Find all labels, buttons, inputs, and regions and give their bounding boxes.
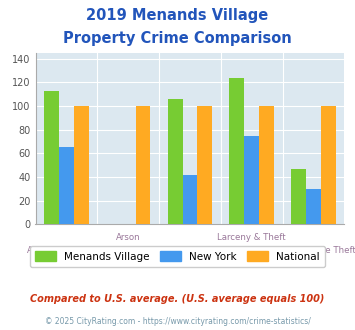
Bar: [59, 148, 74, 224]
Text: All Property Crime: All Property Crime: [27, 246, 105, 255]
Bar: [182, 175, 197, 224]
Bar: [306, 189, 321, 224]
Bar: [244, 136, 259, 224]
Bar: [259, 106, 274, 224]
Text: © 2025 CityRating.com - https://www.cityrating.com/crime-statistics/: © 2025 CityRating.com - https://www.city…: [45, 317, 310, 326]
Bar: [168, 99, 182, 224]
Legend: Menands Village, New York, National: Menands Village, New York, National: [30, 246, 325, 267]
Text: 2019 Menands Village: 2019 Menands Village: [86, 8, 269, 23]
Bar: [136, 106, 151, 224]
Bar: [321, 106, 336, 224]
Text: Larceny & Theft: Larceny & Theft: [217, 233, 286, 242]
Bar: [197, 106, 212, 224]
Text: Burglary: Burglary: [171, 246, 208, 255]
Bar: [229, 78, 244, 224]
Bar: [291, 169, 306, 224]
Bar: [74, 106, 89, 224]
Text: Arson: Arson: [116, 233, 141, 242]
Bar: [44, 91, 59, 224]
Text: Motor Vehicle Theft: Motor Vehicle Theft: [272, 246, 355, 255]
Text: Compared to U.S. average. (U.S. average equals 100): Compared to U.S. average. (U.S. average …: [30, 294, 325, 304]
Text: Property Crime Comparison: Property Crime Comparison: [63, 31, 292, 46]
